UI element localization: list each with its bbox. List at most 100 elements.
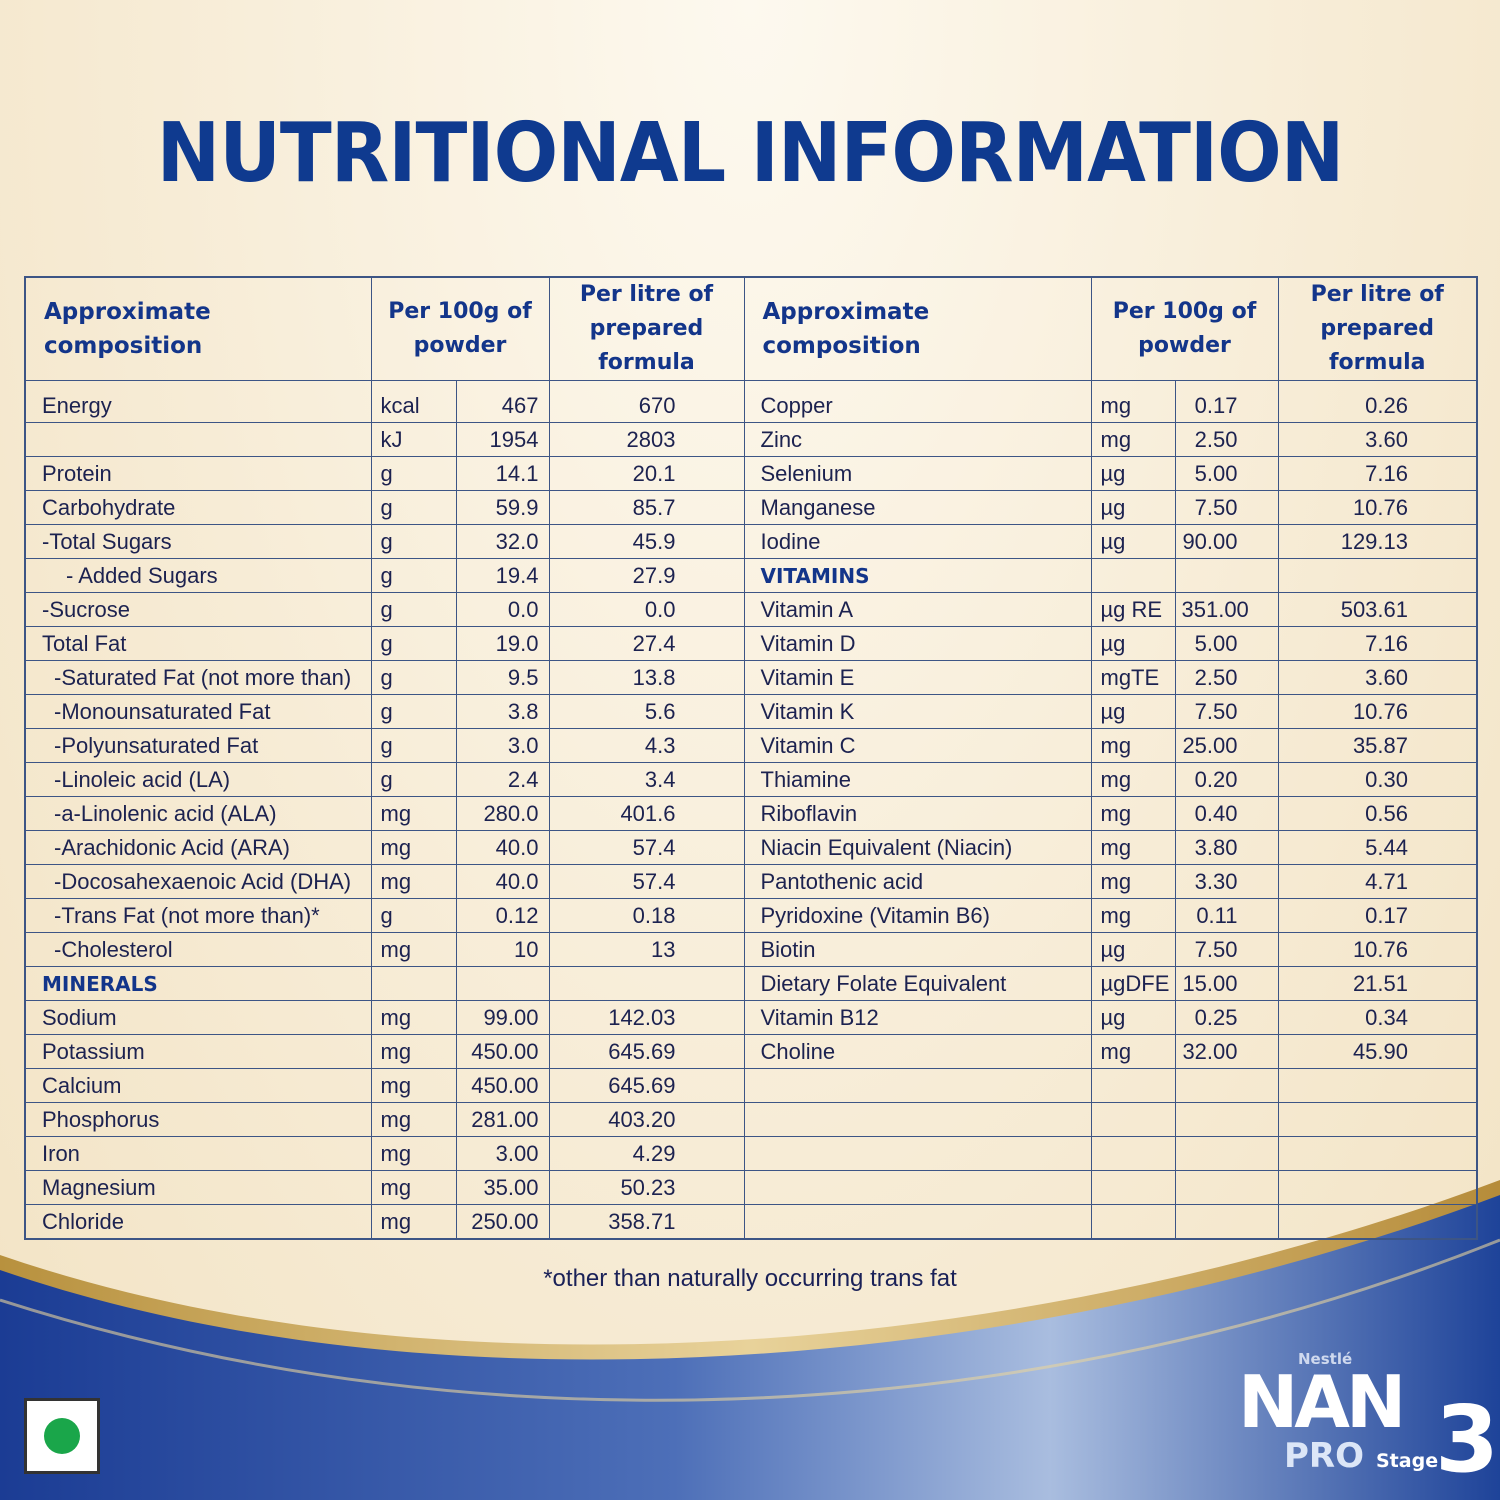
- page-title: NUTRITIONAL INFORMATION: [156, 104, 1345, 201]
- per-litre-value-right: [1277, 1204, 1478, 1240]
- per-litre-value-left: 4.3: [548, 728, 745, 763]
- table-row: MINERALS Dietary Folate Equivalent µgDFE 15…: [24, 966, 1478, 1001]
- per-100g-value-left: 99.00: [455, 1000, 550, 1035]
- nutrient-unit-right: µg: [1090, 456, 1176, 491]
- per-litre-value-left: 401.6: [548, 796, 745, 831]
- table-row: Chloride mg 250.00 358.71: [24, 1204, 1478, 1240]
- table-row: - Added Sugars g 19.4 27.9 VITAMINS: [24, 558, 1478, 593]
- nutrient-name-right: Selenium: [743, 456, 1092, 491]
- nutrient-unit-right: mg: [1090, 830, 1176, 865]
- nutrient-name-right: Iodine: [743, 524, 1092, 559]
- nutrient-name-left: -Polyunsaturated Fat: [24, 728, 372, 763]
- per-litre-value-left: 670: [548, 380, 745, 423]
- table-row: -Total Sugars g 32.0 45.9 Iodine µg 90.00 129.1…: [24, 524, 1478, 559]
- per-litre-value-right: 10.76: [1277, 932, 1478, 967]
- table-row: Calcium mg 450.00 645.69: [24, 1068, 1478, 1103]
- nutrient-unit-right: [1090, 1102, 1176, 1137]
- nutrient-name-right: Copper: [743, 380, 1092, 423]
- per-100g-value-left: 40.0: [455, 830, 550, 865]
- nutrient-name-left: MINERALS: [24, 966, 372, 1001]
- per-100g-value-left: 3.00: [455, 1136, 550, 1171]
- nutrient-unit-left: g: [370, 694, 457, 729]
- nutrition-table: Approximate composition Per 100g of powd…: [24, 276, 1478, 1240]
- per-100g-value-left: 3.0: [455, 728, 550, 763]
- per-litre-value-right: 7.16: [1277, 456, 1478, 491]
- per-litre-value-right: 0.34: [1277, 1000, 1478, 1035]
- per-litre-value-right: 4.71: [1277, 864, 1478, 899]
- per-100g-value-right: 32.00: [1174, 1034, 1279, 1069]
- per-100g-value-left: 19.0: [455, 626, 550, 661]
- nutrient-unit-right: µg: [1090, 932, 1176, 967]
- per-100g-value-right: 0.40: [1174, 796, 1279, 831]
- nutrient-unit-right: [1090, 1068, 1176, 1103]
- per-100g-value-right: 7.50: [1174, 694, 1279, 729]
- table-row: Sodium mg 99.00 142.03 Vitamin B12 µg 0.25 0.34: [24, 1000, 1478, 1035]
- nutrient-name-right: Riboflavin: [743, 796, 1092, 831]
- nutrient-unit-left: g: [370, 524, 457, 559]
- per-litre-value-left: 5.6: [548, 694, 745, 729]
- nutrient-unit-right: mg: [1090, 864, 1176, 899]
- nutrient-name-right: Dietary Folate Equivalent: [743, 966, 1092, 1001]
- header-composition-left: Approximate composition: [24, 276, 372, 381]
- per-100g-value-left: 32.0: [455, 524, 550, 559]
- table-row: -Cholesterol mg 10 13 Biotin µg 7.50 10.76: [24, 932, 1478, 967]
- per-100g-value-left: 0.12: [455, 898, 550, 933]
- nutrient-name-right: Biotin: [743, 932, 1092, 967]
- per-100g-value-left: 14.1: [455, 456, 550, 491]
- nutrient-unit-right: mg: [1090, 762, 1176, 797]
- per-100g-value-left: [455, 966, 550, 1001]
- nutrient-unit-right: [1090, 1170, 1176, 1205]
- per-litre-value-left: 50.23: [548, 1170, 745, 1205]
- per-100g-value-left: 2.4: [455, 762, 550, 797]
- header-perlitre-right: Per litre of prepared formula: [1277, 276, 1478, 381]
- per-litre-value-left: 45.9: [548, 524, 745, 559]
- nutrient-name-left: -Sucrose: [24, 592, 372, 627]
- per-litre-value-right: 7.16: [1277, 626, 1478, 661]
- nutrient-name-right: Vitamin B12: [743, 1000, 1092, 1035]
- table-row: Energy kcal 467 670 Copper mg 0.17 0.26: [24, 380, 1478, 423]
- nutrient-unit-right: µg: [1090, 524, 1176, 559]
- per-100g-value-right: 3.80: [1174, 830, 1279, 865]
- nutrient-name-right: [743, 1068, 1092, 1103]
- per-litre-value-right: 3.60: [1277, 422, 1478, 457]
- nutrient-name-left: -Trans Fat (not more than)*: [24, 898, 372, 933]
- per-litre-value-left: 20.1: [548, 456, 745, 491]
- nutrient-name-right: Manganese: [743, 490, 1092, 525]
- nutrient-name-right: Vitamin K: [743, 694, 1092, 729]
- veg-mark-dot: [44, 1418, 80, 1454]
- nutrient-name-left: - Added Sugars: [24, 558, 372, 593]
- nutrient-name-left: -Total Sugars: [24, 524, 372, 559]
- nutrient-name-right: VITAMINS: [743, 558, 1092, 593]
- nutrient-unit-left: mg: [370, 1136, 457, 1171]
- nutrient-unit-right: µgDFE: [1090, 966, 1176, 1001]
- nutrient-name-right: [743, 1170, 1092, 1205]
- per-100g-value-left: 281.00: [455, 1102, 550, 1137]
- per-litre-value-right: 0.56: [1277, 796, 1478, 831]
- per-litre-value-left: 27.4: [548, 626, 745, 661]
- nutrient-unit-left: mg: [370, 932, 457, 967]
- nutrient-unit-left: g: [370, 898, 457, 933]
- nutrient-unit-left: kcal: [370, 380, 457, 423]
- table-row: Potassium mg 450.00 645.69 Choline mg 32.00 45.…: [24, 1034, 1478, 1069]
- per-litre-value-left: 85.7: [548, 490, 745, 525]
- nutrient-name-right: Choline: [743, 1034, 1092, 1069]
- brand-maker: Nestlé: [1298, 1350, 1353, 1368]
- nutrient-unit-left: [370, 966, 457, 1001]
- nutrient-unit-left: mg: [370, 796, 457, 831]
- per-100g-value-left: 59.9: [455, 490, 550, 525]
- nutrition-table-wrapper: Approximate composition Per 100g of powd…: [24, 276, 1478, 1240]
- per-100g-value-left: 1954: [455, 422, 550, 457]
- nutrient-unit-left: mg: [370, 830, 457, 865]
- per-litre-value-right: 35.87: [1277, 728, 1478, 763]
- per-litre-value-right: [1277, 1102, 1478, 1137]
- per-litre-value-right: 503.61: [1277, 592, 1478, 627]
- per-100g-value-left: 450.00: [455, 1034, 550, 1069]
- nutrient-unit-right: mg: [1090, 422, 1176, 457]
- per-litre-value-right: 5.44: [1277, 830, 1478, 865]
- nutrient-name-right: Vitamin A: [743, 592, 1092, 627]
- per-litre-value-left: 13: [548, 932, 745, 967]
- per-100g-value-right: [1174, 1170, 1279, 1205]
